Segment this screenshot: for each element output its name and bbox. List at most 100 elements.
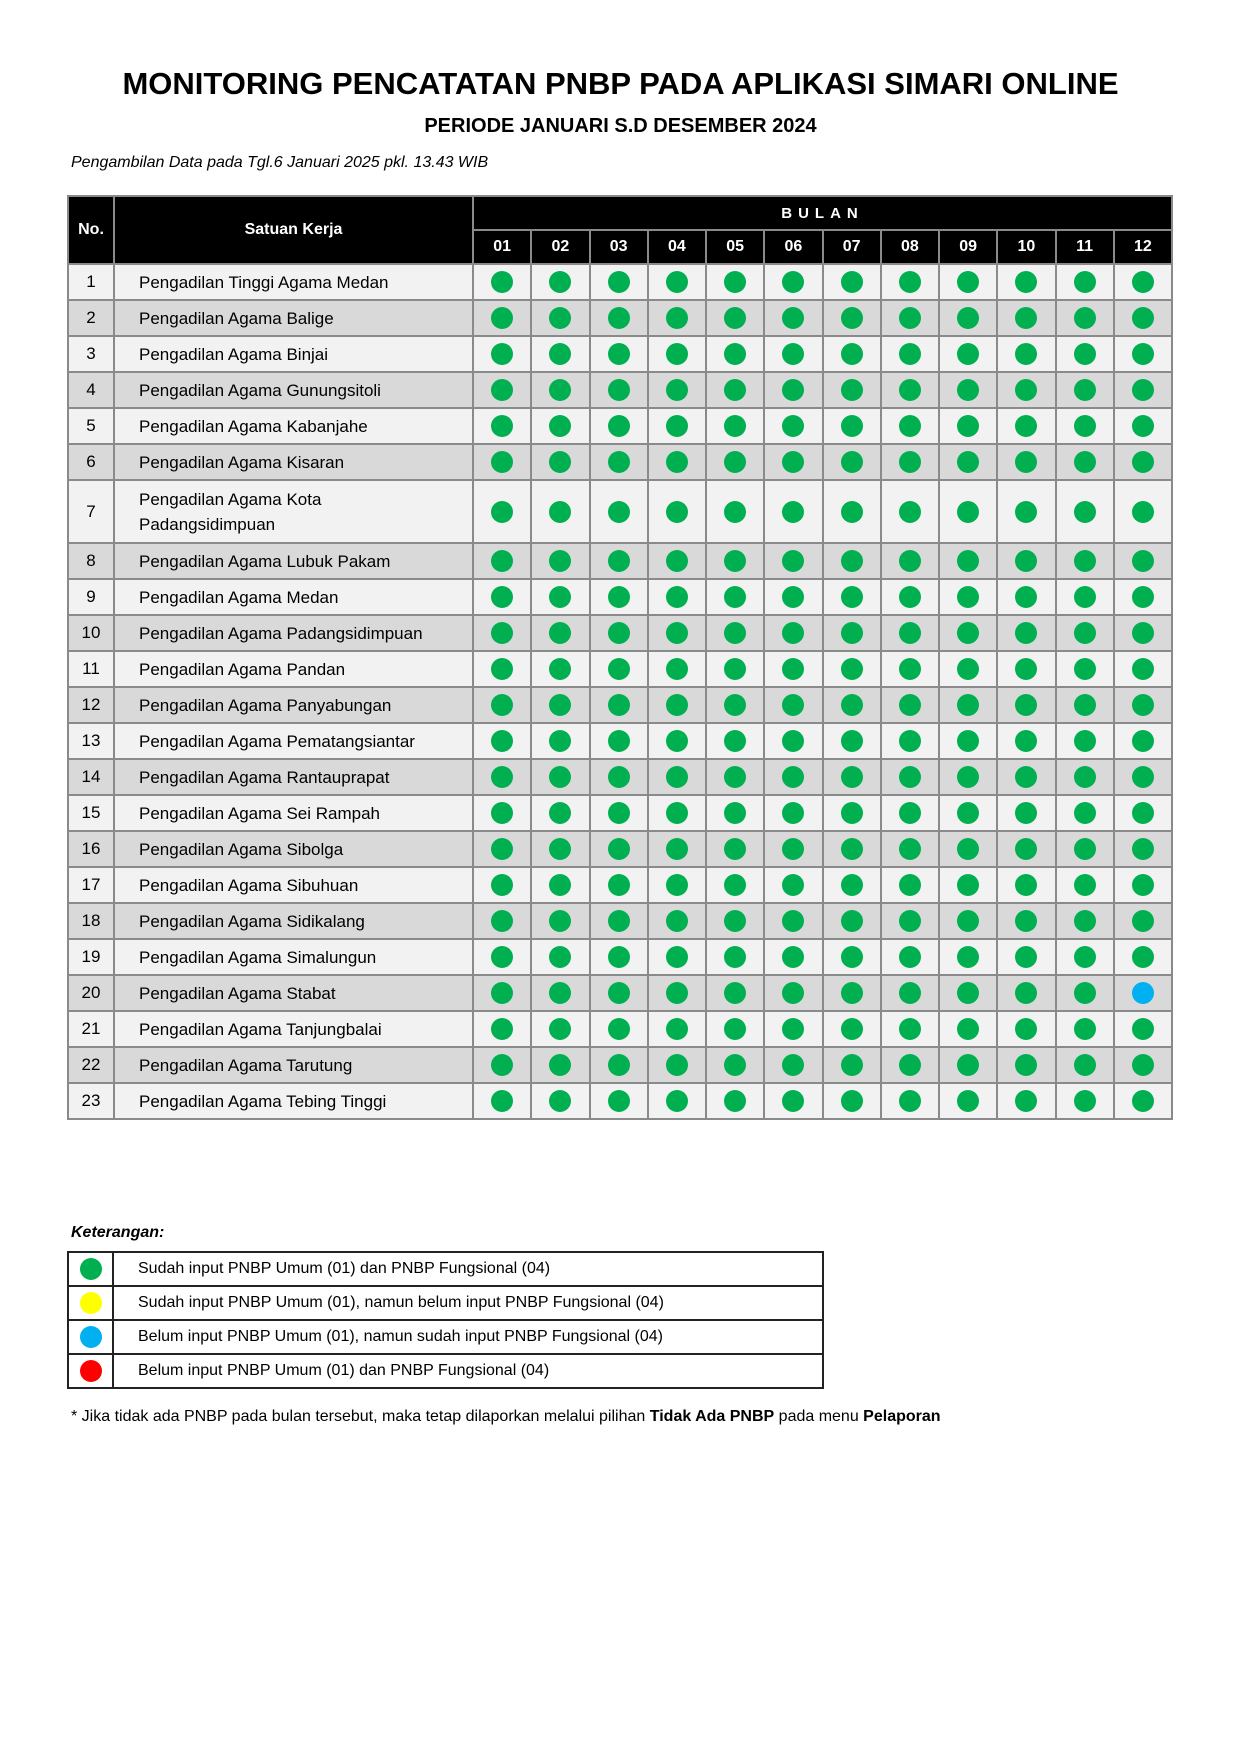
status-cell <box>763 371 824 409</box>
status-green-dot-icon <box>1015 1018 1038 1040</box>
status-green-dot-icon <box>840 694 863 716</box>
status-green-dot-icon <box>607 550 630 572</box>
status-green-dot-icon <box>840 1018 863 1040</box>
status-cell <box>879 263 941 301</box>
status-green-dot-icon <box>782 1090 805 1112</box>
status-cell <box>996 371 1057 409</box>
status-cell <box>588 371 649 409</box>
status-green-dot-icon <box>1131 307 1154 329</box>
status-cell <box>821 371 882 409</box>
status-green-dot-icon <box>1015 622 1038 644</box>
status-cell <box>821 722 882 760</box>
status-cell <box>646 974 708 1012</box>
status-cell <box>704 974 766 1012</box>
status-green-dot-icon <box>840 982 863 1004</box>
status-cell <box>821 902 882 940</box>
status-green-dot-icon <box>549 1018 572 1040</box>
status-cell <box>704 902 766 940</box>
status-green-dot-icon <box>782 343 805 365</box>
status-green-dot-icon <box>1073 694 1096 716</box>
status-green-dot-icon <box>1131 694 1154 716</box>
status-green-dot-icon <box>1131 379 1154 401</box>
status-green-dot-icon <box>665 1054 688 1076</box>
legend-icon-cell <box>67 1251 114 1287</box>
status-green-dot-icon <box>665 271 688 293</box>
status-cell <box>471 614 533 652</box>
footnote-bold-option: Tidak Ada PNBP <box>649 1408 775 1425</box>
status-cell <box>471 722 533 760</box>
page-subtitle: PERIODE JANUARI S.D DESEMBER 2024 <box>424 115 817 137</box>
status-green-dot-icon <box>840 946 863 968</box>
status-green-dot-icon <box>957 910 980 932</box>
status-green-dot-icon <box>782 694 805 716</box>
status-cell <box>821 1046 882 1084</box>
status-cell <box>530 614 591 652</box>
status-cell <box>1112 1082 1174 1120</box>
status-cell <box>646 479 708 544</box>
status-green-dot-icon <box>665 550 688 572</box>
status-green-dot-icon <box>1131 586 1154 608</box>
status-cell <box>530 758 591 796</box>
status-cell <box>530 650 591 688</box>
status-cell <box>704 1010 766 1048</box>
status-green-dot-icon <box>1015 586 1038 608</box>
month-header-05: 05 <box>704 229 766 265</box>
status-cell <box>530 686 591 724</box>
status-green-dot-icon <box>607 946 630 968</box>
satuan-kerja-name: Pengadilan Agama Sidikalang <box>113 902 474 940</box>
status-green-dot-icon <box>665 415 688 437</box>
status-green-dot-icon <box>549 910 572 932</box>
status-cell <box>937 299 999 337</box>
status-green-dot-icon <box>840 874 863 896</box>
status-green-dot-icon <box>840 586 863 608</box>
row-number: 10 <box>67 614 115 652</box>
status-green-dot-icon <box>1073 1018 1096 1040</box>
status-cell <box>879 614 941 652</box>
status-green-dot-icon <box>607 730 630 752</box>
status-cell <box>821 614 882 652</box>
status-cell <box>937 974 999 1012</box>
status-cell <box>763 263 824 301</box>
month-header-10: 10 <box>996 229 1057 265</box>
status-green-dot-icon <box>549 766 572 788</box>
status-green-dot-icon <box>782 415 805 437</box>
status-green-dot-icon <box>782 982 805 1004</box>
status-cell <box>996 1010 1057 1048</box>
status-green-dot-icon <box>724 379 747 401</box>
status-green-dot-icon <box>491 307 514 329</box>
status-cell <box>763 614 824 652</box>
status-cell <box>471 407 533 445</box>
status-green-dot-icon <box>724 500 747 523</box>
satuan-kerja-name: Pengadilan Agama Sibolga <box>113 830 474 868</box>
status-cell <box>879 794 941 832</box>
status-green-dot-icon <box>1015 343 1038 365</box>
status-green-dot-icon <box>549 1090 572 1112</box>
status-cell <box>879 407 941 445</box>
status-green-dot-icon <box>957 766 980 788</box>
status-cell <box>763 686 824 724</box>
status-green-dot-icon <box>957 550 980 572</box>
status-cell <box>937 938 999 976</box>
status-cell <box>588 1010 649 1048</box>
status-cell <box>588 938 649 976</box>
status-green-dot-icon <box>491 271 514 293</box>
status-green-dot-icon <box>665 343 688 365</box>
status-cell <box>1054 542 1115 580</box>
status-cell <box>471 686 533 724</box>
status-green-dot-icon <box>549 550 572 572</box>
status-cell <box>763 299 824 337</box>
status-green-dot-icon <box>1015 500 1038 523</box>
status-cell <box>1054 479 1115 544</box>
status-cell <box>879 578 941 616</box>
status-cell <box>821 1010 882 1048</box>
status-green-dot-icon <box>1015 838 1038 860</box>
status-green-dot-icon <box>607 271 630 293</box>
status-cell <box>1112 830 1174 868</box>
status-cell <box>937 614 999 652</box>
status-cell <box>1054 686 1115 724</box>
status-cell <box>471 1046 533 1084</box>
status-cell <box>471 974 533 1012</box>
status-green-dot-icon <box>491 730 514 752</box>
status-green-dot-icon <box>840 343 863 365</box>
status-cell <box>646 407 708 445</box>
